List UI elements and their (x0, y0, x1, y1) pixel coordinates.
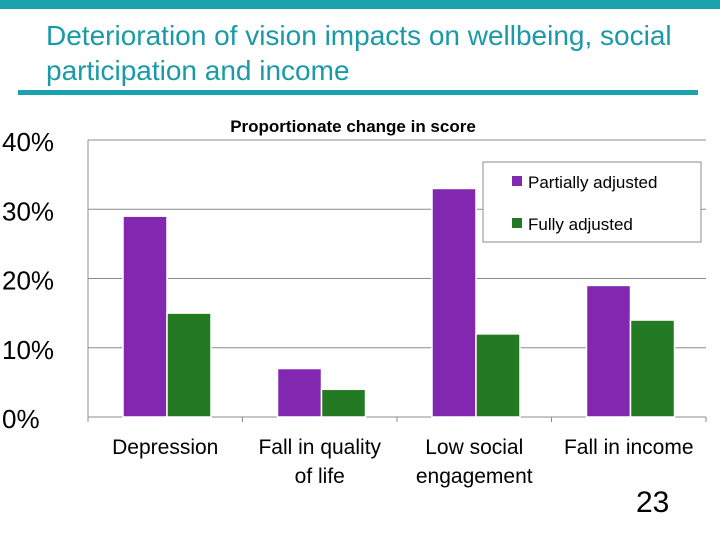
legend-label: Partially adjusted (528, 173, 657, 192)
legend-box (482, 161, 702, 243)
bar-fully-adjusted (166, 312, 212, 418)
top-accent-bar (0, 0, 720, 9)
y-tick-label: 20% (2, 266, 54, 296)
x-category-label: Fall in income (564, 436, 694, 459)
bar-partially-adjusted (431, 187, 477, 418)
x-category-label: Depression (112, 436, 218, 459)
x-category-label: engagement (416, 465, 533, 488)
bar-fully-adjusted (320, 388, 367, 418)
chart-title: Proportionate change in score (230, 117, 476, 136)
y-tick-label: 10% (2, 335, 54, 365)
bar-partially-adjusted (276, 367, 323, 418)
x-category-label: of life (295, 465, 345, 488)
legend-swatch-fully-adjusted (512, 218, 522, 228)
x-category-label: Low social (425, 436, 523, 459)
x-category-label: Fall in quality (258, 436, 381, 459)
bar-partially-adjusted (122, 215, 168, 418)
title-underline (18, 90, 698, 95)
bar-fully-adjusted (629, 319, 676, 418)
legend-label: Fully adjusted (528, 215, 633, 234)
bar-partially-adjusted (585, 284, 632, 418)
y-tick-label: 40% (2, 127, 54, 157)
y-tick-label: 0% (2, 404, 40, 434)
bar-chart: 0% 10% 20% 30% 40% Depression Fall in quality o… (2, 117, 707, 488)
bar-fully-adjusted (475, 333, 521, 418)
y-tick-label: 30% (2, 196, 54, 226)
legend-swatch-partially-adjusted (512, 176, 522, 186)
slide-title: Deterioration of vision impacts on wellb… (46, 20, 672, 86)
slide-number: 23 (636, 486, 670, 519)
